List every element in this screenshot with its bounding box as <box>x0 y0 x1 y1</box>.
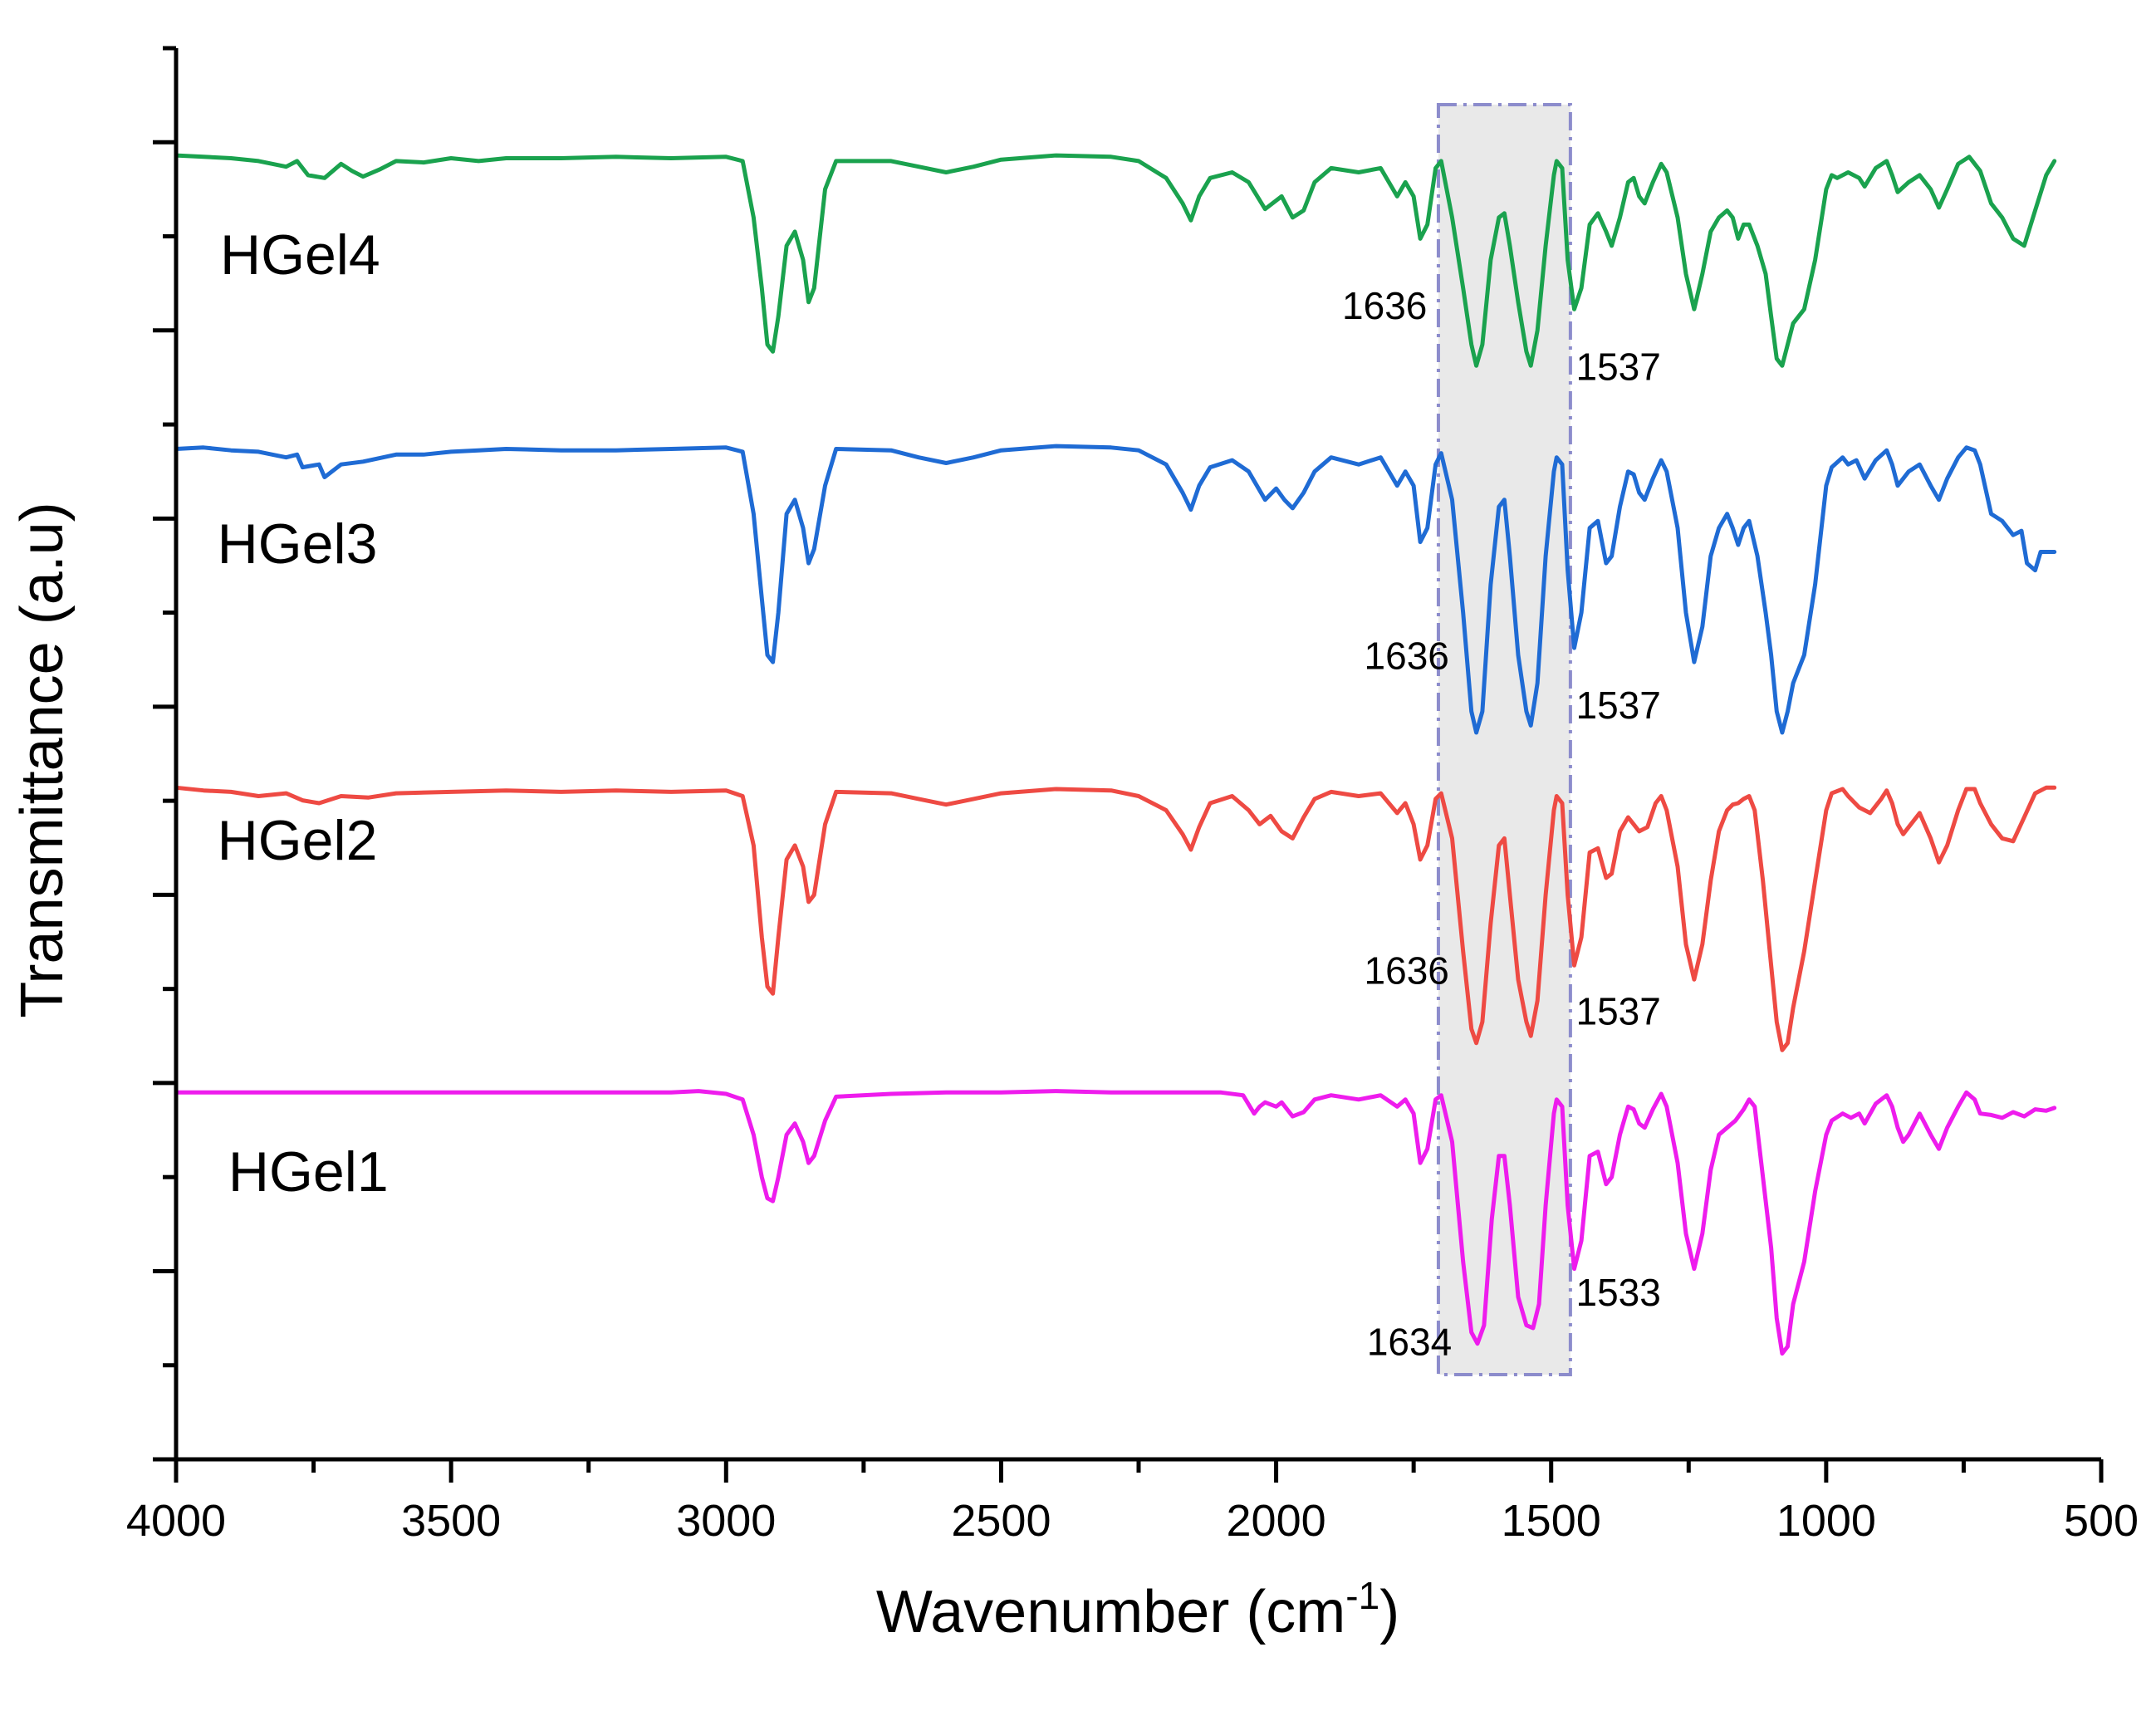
ticks-group: 4000 3500 3000 2500 2000 1500 1000 500 <box>126 46 2139 1546</box>
x-tick-label: 4000 <box>126 1496 226 1546</box>
x-tick-label: 2500 <box>951 1496 1051 1546</box>
series-label-hgel4: HGel4 <box>220 223 380 287</box>
peak-label: 1537 <box>1576 684 1661 727</box>
series-label-hgel1: HGel1 <box>228 1140 389 1204</box>
highlight-band <box>1436 102 1572 1377</box>
series-label-hgel2: HGel2 <box>218 809 378 872</box>
series-group <box>174 153 2057 1356</box>
x-tick-label: 2000 <box>1227 1496 1326 1546</box>
peak-label: 1636 <box>1365 635 1449 678</box>
x-axis-title-superscript: -1 <box>1345 1574 1379 1617</box>
x-axis-title: Wavenumber (cm-1) <box>876 1574 1399 1645</box>
series-line-hgel3 <box>174 444 2057 735</box>
peak-label: 1634 <box>1367 1320 1452 1363</box>
series-line-hgel1 <box>174 1089 2057 1356</box>
x-tick-label: 3000 <box>676 1496 776 1546</box>
axes-group <box>174 48 2101 1462</box>
y-axis-title: Transmittance (a.u) <box>9 502 76 1018</box>
series-label-hgel3: HGel3 <box>218 512 378 576</box>
x-axis-title-main: Wavenumber (cm <box>876 1579 1345 1645</box>
peak-label: 1537 <box>1576 990 1661 1033</box>
peak-label: 1537 <box>1576 345 1661 388</box>
x-tick-label: 3500 <box>401 1496 501 1546</box>
peak-label: 1533 <box>1576 1271 1661 1314</box>
peak-label: 1636 <box>1365 949 1449 992</box>
x-tick-label: 1000 <box>1776 1496 1876 1546</box>
highlight-band-group <box>1436 102 1572 1377</box>
x-tick-label: 500 <box>2064 1496 2139 1546</box>
peak-label: 1636 <box>1342 284 1427 327</box>
series-line-hgel2 <box>174 785 2057 1052</box>
x-axis-title-close: ) <box>1379 1579 1399 1645</box>
x-tick-label: 1500 <box>1502 1496 1601 1546</box>
peak-annotations-group: 1636 1537 1636 1537 1636 1537 1634 1533 <box>1342 284 1661 1363</box>
series-labels-group: HGel4 HGel3 HGel2 HGel1 <box>218 223 389 1204</box>
series-line-hgel4 <box>174 153 2057 368</box>
